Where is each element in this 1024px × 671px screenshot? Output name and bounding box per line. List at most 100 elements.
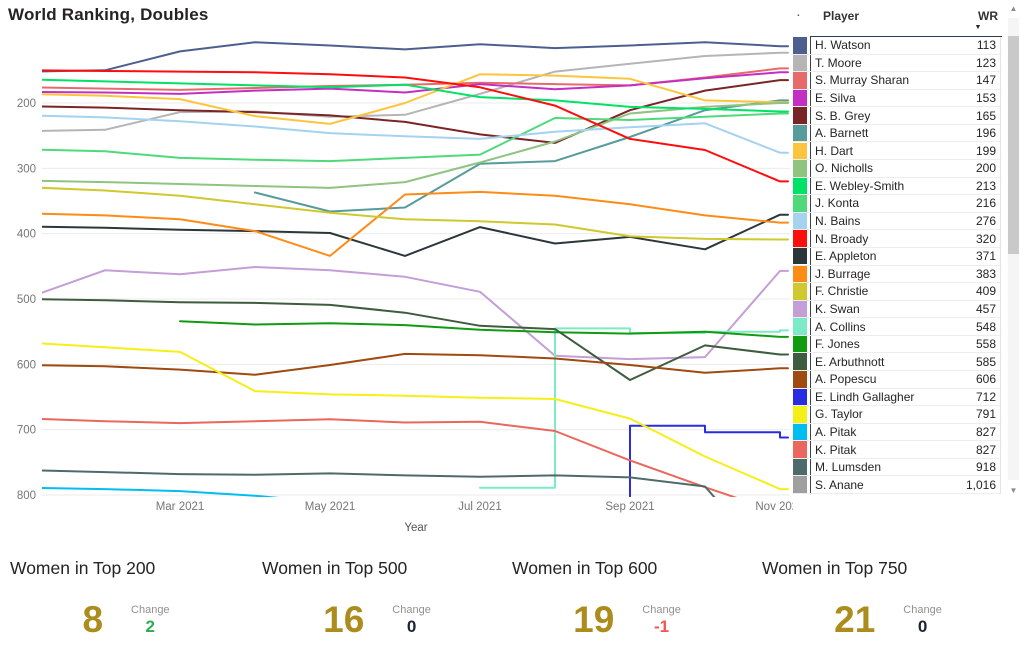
series-color-swatch: [793, 318, 807, 335]
player-name[interactable]: M. Lumsden: [815, 460, 882, 475]
legend-row[interactable]: K. Pitak 827: [793, 441, 1002, 459]
player-name[interactable]: T. Moore: [815, 55, 862, 70]
player-name[interactable]: H. Watson: [815, 38, 871, 53]
series-color-swatch: [793, 124, 807, 142]
line-chart[interactable]: 200 300 400 500 600 700 800 Mar 2021 May 2021 Jul…: [0, 0, 795, 545]
series-line-f-jones[interactable]: [179, 320, 789, 338]
legend-row[interactable]: F. Christie 409: [793, 283, 1002, 301]
player-name[interactable]: A. Popescu: [815, 372, 877, 387]
player-name[interactable]: S. B. Grey: [815, 108, 871, 123]
player-name[interactable]: J. Burrage: [815, 266, 871, 281]
scrollbar-thumb[interactable]: [1008, 36, 1019, 254]
legend-row[interactable]: A. Collins 548: [793, 318, 1002, 336]
player-name[interactable]: E. Silva: [815, 91, 856, 106]
player-name[interactable]: S. Murray Sharan: [815, 73, 910, 88]
series-line-n-bains[interactable]: [30, 114, 789, 154]
legend-row[interactable]: A. Pitak 827: [793, 423, 1002, 442]
legend-scrollbar[interactable]: ▲ ▼: [1006, 2, 1021, 498]
series-line-m-lumsden[interactable]: [30, 469, 788, 545]
series-line-o-nicholls[interactable]: [30, 102, 789, 189]
legend-row[interactable]: H. Dart 199: [793, 142, 1002, 161]
legend-row[interactable]: S. Murray Sharan 147: [793, 72, 1002, 90]
series-line-k-pitak[interactable]: [30, 418, 788, 513]
player-name[interactable]: K. Pitak: [815, 442, 857, 457]
player-name[interactable]: O. Nicholls: [815, 161, 874, 176]
player-name[interactable]: E. Appleton: [815, 249, 877, 264]
legend-row[interactable]: A. Barnett 196: [793, 124, 1002, 143]
series-line-a-collins[interactable]: [479, 327, 789, 489]
legend-row[interactable]: S. Anane 1,016: [793, 476, 1002, 495]
scroll-down-icon[interactable]: ▼: [1009, 486, 1018, 495]
series-color-swatch: [793, 212, 807, 230]
series-color-swatch: [793, 406, 807, 423]
series-line-t-moore[interactable]: [30, 51, 789, 132]
legend-row[interactable]: F. Jones 558: [793, 335, 1002, 354]
legend-row[interactable]: E. Silva 153: [793, 89, 1002, 108]
sort-descending-icon[interactable]: ▼: [974, 24, 982, 31]
x-axis-tick-label: Nov 2021: [755, 501, 795, 513]
player-name[interactable]: H. Dart: [815, 143, 854, 158]
kpi-change-value: 2: [145, 617, 156, 637]
kpi-change-label: Change: [131, 604, 170, 617]
legend-row[interactable]: E. Appleton 371: [793, 247, 1002, 266]
player-name[interactable]: N. Bains: [815, 214, 861, 229]
legend-row[interactable]: N. Bains 276: [793, 212, 1002, 231]
series-line-h-watson[interactable]: [30, 41, 789, 73]
series-line-e-webley-smith[interactable]: [30, 78, 789, 113]
legend-row[interactable]: E. Lindh Gallagher 712: [793, 388, 1002, 407]
player-wr-value: 213: [975, 178, 996, 193]
player-wr-value: 606: [975, 372, 996, 387]
legend-row[interactable]: S. B. Grey 165: [793, 107, 1002, 125]
player-name[interactable]: A. Barnett: [815, 126, 869, 141]
legend-row[interactable]: E. Arbuthnott 585: [793, 353, 1002, 371]
legend-row[interactable]: N. Broady 320: [793, 230, 1002, 248]
player-name[interactable]: F. Jones: [815, 337, 860, 352]
series-line-h-dart[interactable]: [30, 73, 789, 125]
legend-row[interactable]: H. Watson 113: [793, 37, 1002, 55]
scroll-up-icon[interactable]: ▲: [1009, 4, 1018, 13]
series-line-e-appleton[interactable]: [30, 213, 789, 257]
series-line-e-arbuthnott[interactable]: [30, 298, 789, 381]
player-name[interactable]: G. Taylor: [815, 407, 863, 422]
x-axis-tick-label: Jul 2021: [458, 501, 501, 513]
series-line-g-taylor[interactable]: [30, 342, 789, 491]
kpi-value: 8: [82, 599, 104, 640]
series-line-j-konta[interactable]: [30, 112, 789, 163]
legend-row[interactable]: K. Swan 457: [793, 300, 1002, 319]
series-line-a-pitak[interactable]: [30, 487, 788, 513]
series-line-a-popescu[interactable]: [30, 352, 789, 376]
series-color-swatch: [793, 353, 807, 370]
player-name[interactable]: N. Broady: [815, 231, 869, 246]
player-name[interactable]: S. Anane: [815, 477, 864, 492]
legend-row[interactable]: E. Webley-Smith 213: [793, 177, 1002, 196]
player-wr-value: 1,016: [965, 477, 996, 492]
kpi-card-top500: Women in Top 500 16 Change 0: [252, 548, 502, 671]
player-column-header[interactable]: Player: [823, 9, 860, 23]
player-name[interactable]: A. Pitak: [815, 425, 857, 439]
series-line-s-b-grey[interactable]: [30, 79, 789, 144]
player-name[interactable]: E. Lindh Gallagher: [815, 389, 915, 404]
legend-row[interactable]: T. Moore 123: [793, 54, 1002, 73]
series-line-e-lindh-gallagher[interactable]: [555, 424, 789, 503]
player-name[interactable]: F. Christie: [815, 284, 869, 299]
legend-row[interactable]: G. Taylor 791: [793, 406, 1002, 424]
player-name[interactable]: E. Arbuthnott: [815, 354, 885, 369]
legend-row[interactable]: A. Popescu 606: [793, 371, 1002, 389]
wr-column-header[interactable]: WR ▼: [958, 8, 1002, 31]
player-name[interactable]: K. Swan: [815, 301, 860, 316]
legend-row[interactable]: O. Nicholls 200: [793, 160, 1002, 178]
player-name[interactable]: A. Collins: [815, 319, 866, 334]
series-line-j-burrage[interactable]: [30, 190, 789, 257]
series-color-swatch: [793, 72, 807, 89]
series-line-f-christie[interactable]: [30, 186, 789, 241]
legend-row[interactable]: J. Konta 216: [793, 195, 1002, 213]
player-wr-value: 558: [975, 337, 996, 352]
series-line-n-broady[interactable]: [30, 69, 789, 183]
series-line-s-murray-sharan[interactable]: [30, 67, 789, 91]
series-line-k-swan[interactable]: [30, 266, 789, 361]
legend-row[interactable]: J. Burrage 383: [793, 265, 1002, 284]
player-name[interactable]: J. Konta: [815, 196, 860, 211]
legend-row[interactable]: M. Lumsden 918: [793, 458, 1002, 477]
player-name[interactable]: E. Webley-Smith: [815, 178, 905, 193]
